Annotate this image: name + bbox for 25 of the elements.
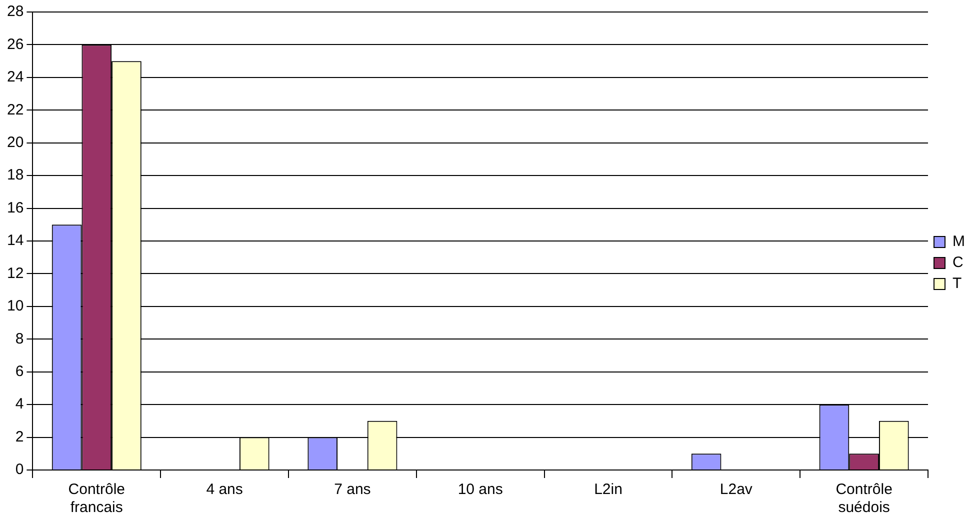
y-tick-label: 10 bbox=[6, 298, 24, 315]
y-tick-label: 26 bbox=[6, 36, 24, 53]
y-tick-label: 14 bbox=[6, 232, 24, 250]
x-tick-label: 4 ans bbox=[206, 481, 243, 498]
x-tick-label: L2av bbox=[720, 481, 753, 498]
x-tick-label: L2in bbox=[594, 481, 622, 498]
y-tick-label: 2 bbox=[15, 428, 24, 446]
y-tick-label: 22 bbox=[6, 101, 24, 118]
x-tick-label: Contrôle suédois bbox=[836, 481, 892, 516]
x-tick-label: 10 ans bbox=[458, 481, 503, 498]
y-tick-label: 8 bbox=[15, 330, 24, 348]
x-tick-label: 7 ans bbox=[334, 481, 371, 498]
y-tick-label: 20 bbox=[6, 134, 24, 151]
x-tick-label: Contrôle francais bbox=[68, 481, 125, 516]
y-tick-label: 24 bbox=[6, 68, 24, 86]
legend-label: T bbox=[952, 275, 962, 292]
y-tick-label: 12 bbox=[6, 264, 24, 282]
y-tick-label: 6 bbox=[15, 363, 24, 380]
y-tick-label: 4 bbox=[15, 396, 24, 413]
legend-label: C bbox=[952, 254, 964, 272]
y-tick-label: 0 bbox=[15, 461, 24, 478]
y-tick-label: 18 bbox=[6, 166, 24, 184]
legend-label: M bbox=[952, 233, 966, 250]
y-tick-label: 16 bbox=[6, 199, 24, 216]
y-tick-label: 28 bbox=[6, 3, 24, 20]
